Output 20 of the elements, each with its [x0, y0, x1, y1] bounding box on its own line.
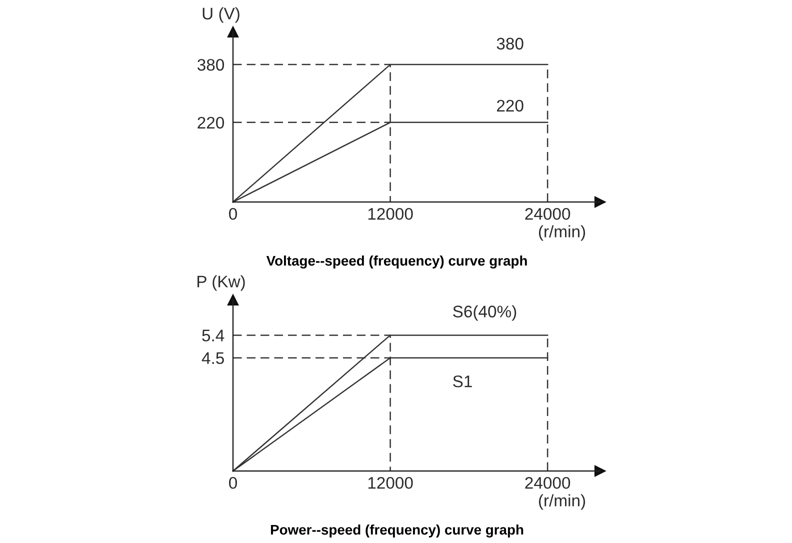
- series-label: S6(40%): [453, 305, 516, 321]
- x-axis-title: (r/min): [538, 225, 586, 241]
- x-tick-label: 0: [229, 208, 237, 220]
- text: Power--speed (frequency) curve graph: [270, 524, 524, 538]
- y-axis-title: P (Kw): [198, 275, 245, 291]
- x-tick-label: 24000: [525, 476, 570, 489]
- y-tick-label: 4.5: [202, 352, 224, 364]
- y-axis-title: U (V): [202, 7, 240, 23]
- series-label: 220: [497, 100, 524, 112]
- x-tick-label: 0: [229, 476, 237, 489]
- text: Voltage--speed (frequency) curve graph: [266, 255, 527, 269]
- y-tick-label: 5.4: [202, 330, 224, 342]
- series-label: S1: [453, 376, 472, 388]
- series-label: 380: [496, 38, 524, 50]
- y-tick-label: 380: [197, 58, 224, 71]
- x-tick-label: 24000: [525, 208, 570, 220]
- y-tick-label: 220: [198, 116, 224, 129]
- x-tick-label: 12000: [368, 476, 413, 489]
- x-axis-title: (r/min): [538, 494, 586, 510]
- x-tick-label: 12000: [368, 208, 413, 220]
